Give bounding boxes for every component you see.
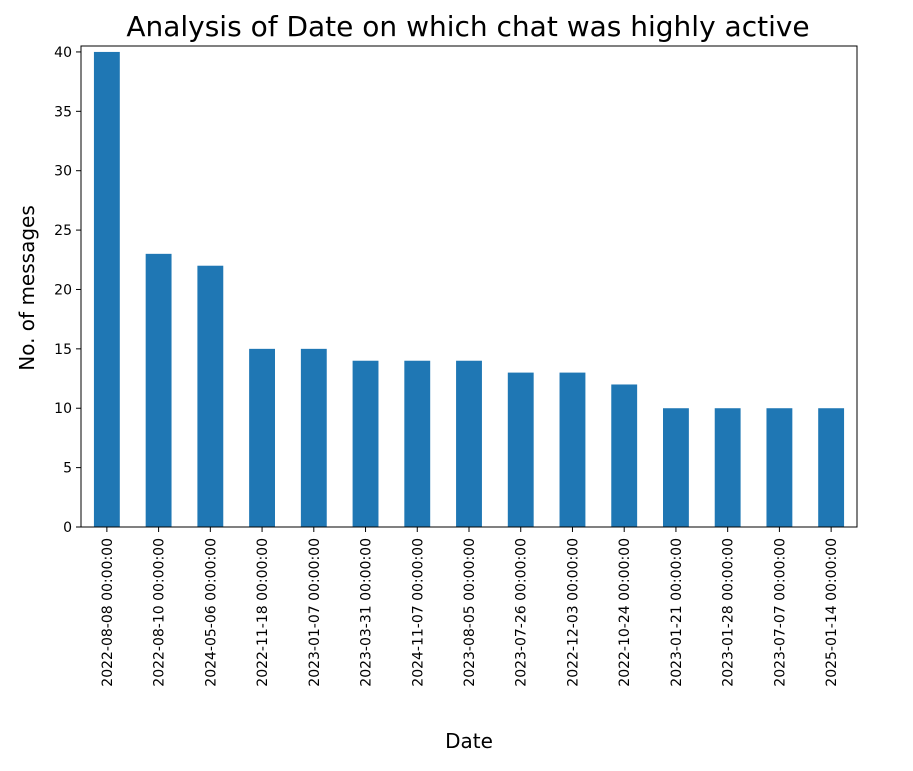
bar-7 — [456, 360, 482, 527]
x-axis-label: Date — [445, 729, 493, 753]
y-tick-label-7: 35 — [54, 104, 72, 120]
bar-14 — [818, 408, 845, 527]
y-tick-label-5: 25 — [54, 223, 72, 239]
y-tick-label-8: 40 — [54, 45, 72, 61]
bar-12 — [714, 408, 741, 527]
y-tick-label-1: 5 — [63, 461, 72, 477]
bar-8 — [507, 372, 534, 527]
chart-title: Analysis of Date on which chat was highl… — [126, 10, 809, 43]
bar-9 — [559, 372, 586, 527]
bar-4 — [300, 348, 327, 527]
x-tick-label-11: 2023-01-21 00:00:00 — [669, 538, 685, 687]
bar-3 — [249, 348, 275, 527]
bar-2 — [197, 265, 224, 527]
x-tick-label-1: 2022-08-10 00:00:00 — [152, 538, 168, 687]
y-tick-label-0: 0 — [63, 520, 72, 536]
x-tick-label-7: 2023-08-05 00:00:00 — [462, 538, 478, 687]
x-tick-label-10: 2022-10-24 00:00:00 — [617, 538, 633, 687]
bar-11 — [663, 408, 689, 527]
x-tick-label-2: 2024-05-06 00:00:00 — [203, 538, 219, 687]
x-tick-label-13: 2023-07-07 00:00:00 — [772, 538, 788, 687]
plot-frame — [80, 45, 858, 528]
y-tick-label-2: 10 — [54, 401, 72, 417]
bar-6 — [404, 360, 431, 527]
x-tick-label-3: 2022-11-18 00:00:00 — [255, 538, 271, 687]
bar-13 — [766, 408, 793, 527]
x-tick-label-5: 2023-03-31 00:00:00 — [359, 538, 375, 687]
x-tick-label-14: 2025-01-14 00:00:00 — [824, 538, 840, 687]
y-tick-label-6: 30 — [54, 164, 72, 180]
y-axis-ticks: 0 5 10 15 20 25 30 35 40 — [54, 45, 81, 536]
x-tick-label-12: 2023-01-28 00:00:00 — [721, 538, 737, 687]
bar-1 — [145, 253, 172, 527]
y-axis-label: No. of messages — [15, 205, 39, 371]
x-tick-label-8: 2023-07-26 00:00:00 — [514, 538, 530, 687]
x-axis-ticks: 2022-08-08 00:00:00 2022-08-10 00:00:00 20… — [100, 527, 840, 687]
bar-10 — [611, 384, 638, 527]
bar-5 — [352, 360, 379, 527]
bar-0 — [93, 51, 120, 527]
y-tick-label-3: 15 — [54, 342, 72, 358]
bars — [93, 51, 845, 527]
y-tick-label-4: 20 — [54, 282, 72, 298]
x-tick-label-6: 2024-11-07 00:00:00 — [410, 538, 426, 687]
x-tick-label-4: 2023-01-07 00:00:00 — [307, 538, 323, 687]
x-tick-label-9: 2022-12-03 00:00:00 — [565, 538, 581, 687]
x-tick-label-0: 2022-08-08 00:00:00 — [100, 538, 116, 687]
